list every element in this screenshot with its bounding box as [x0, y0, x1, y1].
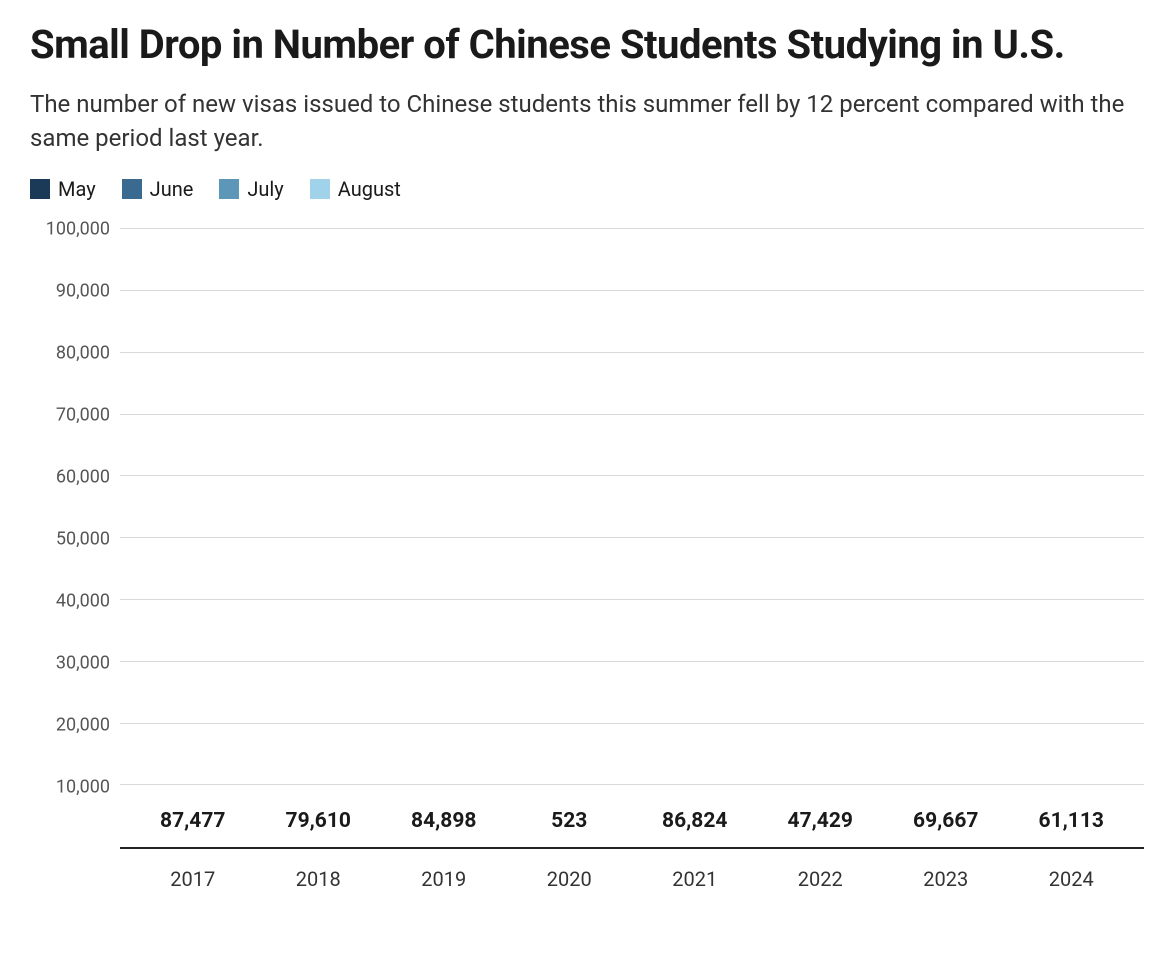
legend-swatch: [30, 179, 50, 199]
bar-segment: [1019, 845, 1123, 847]
x-axis: 2017 2018 2019 2020 2021 2022 2023 2024: [120, 867, 1144, 891]
chart-subtitle: The number of new visas issued to Chines…: [30, 88, 1144, 155]
gridline: [120, 290, 1144, 291]
x-tick-label: 2022: [768, 867, 872, 891]
bar-group: 69,667: [894, 839, 998, 847]
gridline: [120, 599, 1144, 600]
bar-group: 47,429: [768, 839, 872, 847]
y-tick-label: 60,000: [30, 467, 110, 488]
y-tick-label: 90,000: [30, 281, 110, 302]
legend-label: May: [58, 177, 96, 201]
bar-segment: [643, 845, 747, 847]
gridline: [120, 352, 1144, 353]
chart-title: Small Drop in Number of Chinese Students…: [30, 20, 1144, 70]
x-tick-label: 2021: [643, 867, 747, 891]
gridline: [120, 414, 1144, 415]
bar-segment: [894, 845, 998, 847]
y-tick-label: 40,000: [30, 591, 110, 612]
y-tick-label: 20,000: [30, 715, 110, 736]
bar-group: 79,610: [266, 839, 370, 847]
legend-label: July: [247, 177, 283, 201]
bar-group: 84,898: [392, 839, 496, 847]
bar-total-label: 61,113: [1039, 809, 1104, 833]
x-tick-label: 2018: [266, 867, 370, 891]
x-tick-label: 2017: [141, 867, 245, 891]
legend-item: June: [122, 177, 194, 201]
y-tick-label: 100,000: [30, 219, 110, 240]
bar-segment: [266, 845, 370, 847]
legend-label: August: [338, 177, 401, 201]
bar-total-label: 69,667: [913, 809, 978, 833]
gridline: [120, 537, 1144, 538]
bar-group: 61,113: [1019, 839, 1123, 847]
bar-total-label: 523: [551, 809, 587, 833]
y-axis: 100,00090,00080,00070,00060,00050,00040,…: [30, 229, 120, 849]
y-tick-label: 10,000: [30, 777, 110, 798]
bar-segment: [392, 845, 496, 847]
bars-container: 87,477 79,610 84,898 523 86,824 47,429 69,667 6…: [120, 229, 1144, 847]
y-tick-label: 70,000: [30, 405, 110, 426]
legend-swatch: [310, 179, 330, 199]
gridline: [120, 661, 1144, 662]
gridline: [120, 784, 1144, 785]
legend-item: July: [219, 177, 283, 201]
x-tick-label: 2020: [517, 867, 621, 891]
legend-label: June: [150, 177, 194, 201]
y-tick-label: 50,000: [30, 529, 110, 550]
gridline: [120, 228, 1144, 229]
bar-segment: [517, 845, 621, 847]
y-tick-label: 80,000: [30, 343, 110, 364]
plot-area: 87,477 79,610 84,898 523 86,824 47,429 69,667 6…: [120, 229, 1144, 849]
legend: May June July August: [30, 177, 1144, 201]
legend-item: August: [310, 177, 401, 201]
bar-total-label: 87,477: [160, 809, 225, 833]
bar-group: 87,477: [141, 839, 245, 847]
y-tick-label: 30,000: [30, 653, 110, 674]
x-tick-label: 2023: [894, 867, 998, 891]
bar-total-label: 47,429: [788, 809, 853, 833]
legend-swatch: [122, 179, 142, 199]
chart-area: 100,00090,00080,00070,00060,00050,00040,…: [30, 229, 1144, 849]
bar-group: 523: [517, 839, 621, 847]
bar-total-label: 79,610: [286, 809, 351, 833]
bar-segment: [768, 845, 872, 847]
x-tick-label: 2019: [392, 867, 496, 891]
gridline: [120, 475, 1144, 476]
legend-item: May: [30, 177, 96, 201]
gridline: [120, 723, 1144, 724]
bar-group: 86,824: [643, 839, 747, 847]
bar-segment: [141, 845, 245, 847]
x-tick-label: 2024: [1019, 867, 1123, 891]
legend-swatch: [219, 179, 239, 199]
bar-total-label: 86,824: [662, 809, 727, 833]
bar-total-label: 84,898: [411, 809, 476, 833]
